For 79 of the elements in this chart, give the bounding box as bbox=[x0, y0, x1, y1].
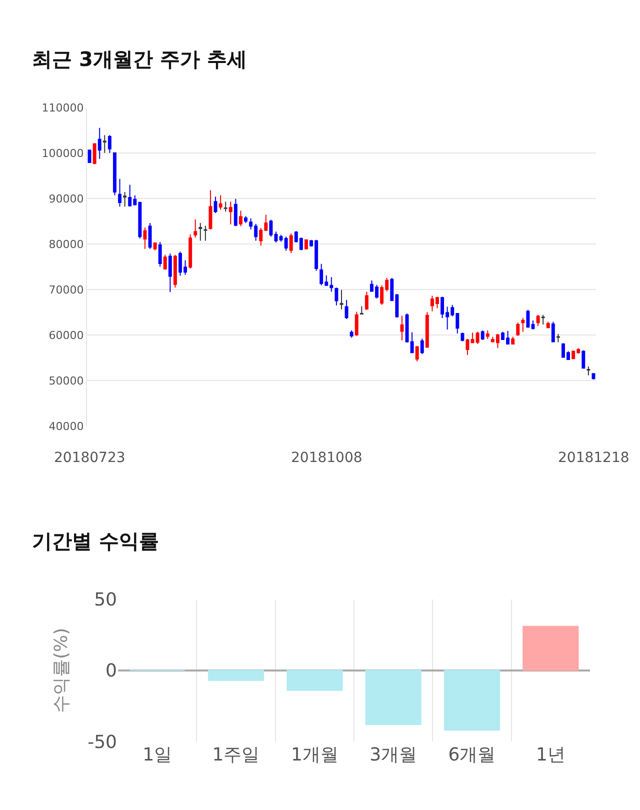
candlestick bbox=[360, 306, 364, 315]
candlestick bbox=[158, 242, 162, 268]
candlestick bbox=[531, 320, 535, 330]
candlestick bbox=[123, 192, 127, 208]
candlestick bbox=[102, 134, 106, 154]
x-tick-label: 1년 bbox=[536, 744, 566, 766]
candlestick bbox=[340, 289, 344, 310]
candlestick bbox=[582, 350, 586, 370]
x-tick-label: 20181008 bbox=[291, 450, 362, 466]
x-tick-label: 1주일 bbox=[212, 744, 260, 766]
x-tick-label: 6개월 bbox=[448, 744, 496, 766]
x-tick-label: 20181218 bbox=[558, 450, 630, 466]
y-tick-label: 60000 bbox=[48, 328, 84, 342]
candlestick bbox=[511, 336, 515, 345]
x-tick-label: 1일 bbox=[142, 744, 172, 766]
candlestick bbox=[551, 321, 555, 343]
y-tick-label: 110000 bbox=[42, 101, 84, 114]
candlestick bbox=[143, 227, 147, 250]
y-tick-label: 80000 bbox=[48, 238, 84, 251]
candlestick bbox=[163, 254, 167, 270]
candlestick bbox=[234, 198, 238, 227]
candlestick bbox=[556, 334, 560, 343]
y-tick-label: 70000 bbox=[48, 283, 84, 296]
candlestick bbox=[415, 345, 419, 362]
candlestick bbox=[400, 315, 404, 341]
candlestick bbox=[334, 287, 338, 306]
y-tick-label: 90000 bbox=[48, 192, 84, 206]
candlestick bbox=[425, 312, 429, 348]
y-tick-label: 100000 bbox=[42, 146, 84, 160]
candlestick bbox=[188, 234, 192, 269]
candlestick bbox=[289, 232, 293, 254]
candlestick bbox=[269, 219, 273, 238]
candlestick bbox=[228, 201, 232, 225]
candlestick bbox=[208, 190, 212, 230]
candlestick bbox=[224, 201, 228, 212]
y-axis-title: 수익률(%) bbox=[50, 628, 72, 713]
candlestick bbox=[480, 330, 484, 340]
candlestick bbox=[112, 152, 116, 196]
candlestick bbox=[153, 242, 157, 251]
candlestick bbox=[420, 338, 424, 355]
candlestick bbox=[244, 216, 248, 224]
candlestick bbox=[486, 330, 490, 340]
candlestick bbox=[173, 254, 177, 288]
candlestick bbox=[168, 252, 172, 293]
candlestick bbox=[198, 222, 202, 242]
x-tick-label: 3개월 bbox=[370, 744, 418, 766]
candlestick bbox=[521, 318, 525, 332]
candlestick bbox=[350, 330, 354, 338]
chart-title: 기간별 수익률 bbox=[32, 529, 159, 553]
candlestick bbox=[466, 338, 470, 356]
candlestick bbox=[238, 210, 242, 227]
candlestick bbox=[344, 299, 348, 320]
candlestick bbox=[88, 150, 92, 163]
candlestick bbox=[214, 196, 218, 214]
candlestick bbox=[541, 314, 545, 325]
x-tick-label: 1개월 bbox=[290, 744, 338, 766]
candlestick bbox=[364, 291, 368, 310]
y-tick-label: 50 bbox=[94, 590, 117, 611]
y-tick-label: 0 bbox=[106, 660, 117, 682]
candlestick bbox=[460, 332, 464, 342]
candlestick bbox=[194, 218, 198, 238]
y-tick-label: 50000 bbox=[48, 374, 84, 388]
chart-title: 최근 3개월간 주가 추세 bbox=[32, 47, 247, 71]
candlestick bbox=[98, 127, 102, 160]
candlestick bbox=[546, 321, 550, 329]
candlestick bbox=[586, 366, 590, 376]
candlestick bbox=[304, 238, 308, 250]
candlestick bbox=[218, 194, 222, 210]
x-tick-label: 20180723 bbox=[54, 450, 126, 466]
candlestick bbox=[92, 143, 96, 165]
candlestick bbox=[536, 314, 540, 326]
y-tick-label: 40000 bbox=[48, 420, 84, 433]
candlestick bbox=[516, 322, 520, 336]
candlestick bbox=[526, 309, 530, 328]
y-tick-label: -50 bbox=[88, 732, 117, 753]
candlestick bbox=[354, 311, 358, 336]
candlestick bbox=[118, 178, 122, 208]
candlestick bbox=[204, 225, 208, 242]
candlestick bbox=[108, 134, 112, 154]
